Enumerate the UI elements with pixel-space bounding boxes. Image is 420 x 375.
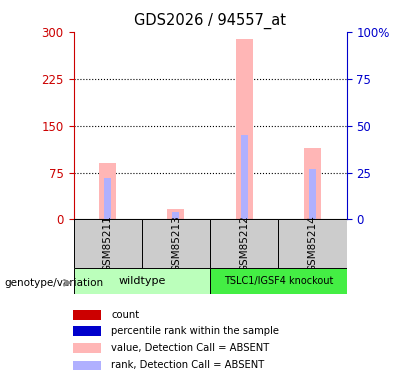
- Text: GSM85211: GSM85211: [102, 215, 113, 272]
- Title: GDS2026 / 94557_at: GDS2026 / 94557_at: [134, 13, 286, 29]
- Bar: [104, 178, 111, 219]
- Bar: [241, 135, 247, 219]
- Bar: [142, 219, 210, 268]
- Text: TSLC1/IGSF4 knockout: TSLC1/IGSF4 knockout: [223, 276, 333, 286]
- Text: value, Detection Call = ABSENT: value, Detection Call = ABSENT: [111, 343, 269, 353]
- Bar: [99, 163, 116, 219]
- Text: genotype/variation: genotype/variation: [4, 278, 103, 288]
- Bar: [210, 219, 278, 268]
- Bar: [167, 209, 184, 219]
- Bar: [236, 39, 253, 219]
- Bar: [173, 212, 179, 219]
- Text: GSM85214: GSM85214: [307, 215, 318, 272]
- Bar: [74, 326, 101, 336]
- Bar: [278, 219, 346, 268]
- Bar: [74, 361, 101, 370]
- Bar: [210, 268, 346, 294]
- Bar: [74, 268, 210, 294]
- Bar: [309, 169, 316, 219]
- Bar: [304, 147, 321, 219]
- Bar: [74, 343, 101, 353]
- Bar: [74, 310, 101, 320]
- Text: percentile rank within the sample: percentile rank within the sample: [111, 326, 279, 336]
- Text: count: count: [111, 310, 139, 320]
- Text: GSM85212: GSM85212: [239, 215, 249, 272]
- Text: wildtype: wildtype: [118, 276, 165, 286]
- Text: rank, Detection Call = ABSENT: rank, Detection Call = ABSENT: [111, 360, 264, 370]
- Text: GSM85213: GSM85213: [171, 215, 181, 272]
- Bar: [74, 219, 142, 268]
